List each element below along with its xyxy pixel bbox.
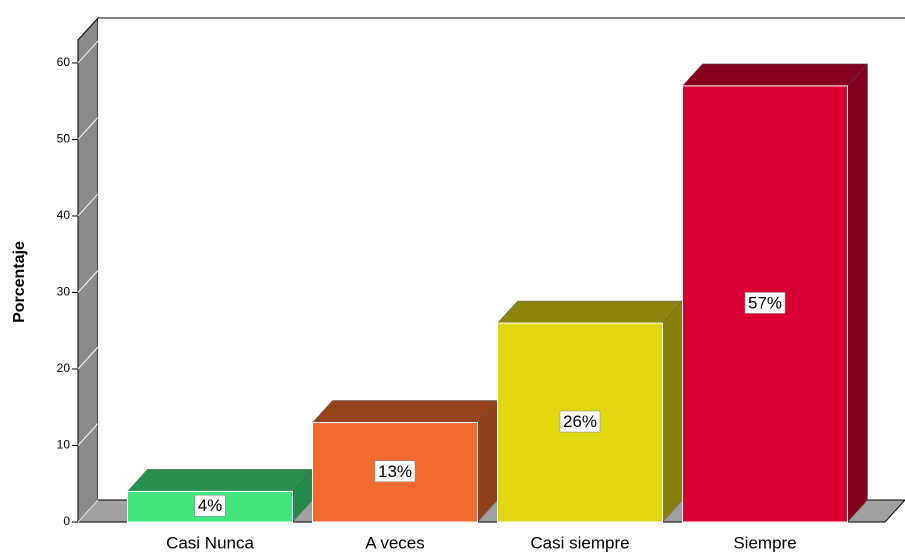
x-tick-label: A veces bbox=[365, 533, 425, 552]
bar-group: 57% bbox=[681, 63, 869, 523]
wall-tick bbox=[77, 270, 99, 293]
value-label: 4% bbox=[198, 496, 223, 515]
x-tick-label: Casi Nunca bbox=[166, 533, 254, 552]
bar-top bbox=[311, 400, 499, 423]
bar-top bbox=[496, 300, 684, 324]
value-label: 26% bbox=[563, 412, 597, 431]
y-tick-label: 60 bbox=[57, 55, 71, 69]
value-label: 13% bbox=[378, 462, 412, 481]
y-tick-label: 0 bbox=[63, 514, 70, 528]
bar-top bbox=[681, 63, 869, 87]
wall-tick bbox=[77, 423, 99, 446]
y-axis-label: Porcentaje bbox=[11, 241, 28, 323]
bar-top bbox=[126, 469, 314, 492]
y-tick-label: 50 bbox=[57, 132, 71, 146]
wall-tick bbox=[77, 117, 99, 140]
value-label-box bbox=[194, 494, 226, 517]
value-label-box bbox=[744, 292, 786, 314]
bar-side bbox=[662, 300, 683, 523]
value-label-box bbox=[559, 410, 601, 433]
x-tick-label: Casi siempre bbox=[530, 533, 629, 552]
left-wall bbox=[77, 16, 99, 524]
value-label-box bbox=[374, 460, 416, 483]
y-tick-label: 10 bbox=[57, 438, 71, 452]
wall-tick bbox=[77, 40, 99, 64]
bar-group: 26% bbox=[496, 300, 684, 523]
y-tick-label: 30 bbox=[57, 285, 71, 299]
wall-tick bbox=[77, 193, 99, 217]
wall-tick bbox=[77, 499, 99, 523]
wall-tick bbox=[77, 346, 99, 370]
value-label: 57% bbox=[748, 293, 782, 312]
bar-side bbox=[847, 63, 868, 523]
y-tick-label: 40 bbox=[57, 208, 71, 222]
x-tick-label: Siempre bbox=[733, 533, 796, 552]
bar-group: 4% bbox=[126, 468, 314, 523]
y-tick-label: 20 bbox=[57, 361, 71, 375]
bar-group: 13% bbox=[311, 399, 499, 523]
